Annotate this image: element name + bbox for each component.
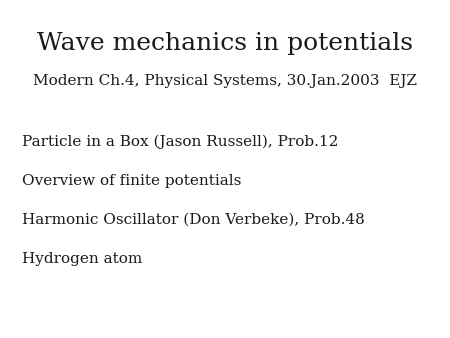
Text: Wave mechanics in potentials: Wave mechanics in potentials <box>37 32 413 55</box>
Text: Overview of finite potentials: Overview of finite potentials <box>22 174 242 188</box>
Text: Harmonic Oscillator (Don Verbeke), Prob.48: Harmonic Oscillator (Don Verbeke), Prob.… <box>22 213 365 227</box>
Text: Particle in a Box (Jason Russell), Prob.12: Particle in a Box (Jason Russell), Prob.… <box>22 135 339 149</box>
Text: Modern Ch.4, Physical Systems, 30.Jan.2003  EJZ: Modern Ch.4, Physical Systems, 30.Jan.20… <box>33 74 417 88</box>
Text: Hydrogen atom: Hydrogen atom <box>22 251 143 266</box>
